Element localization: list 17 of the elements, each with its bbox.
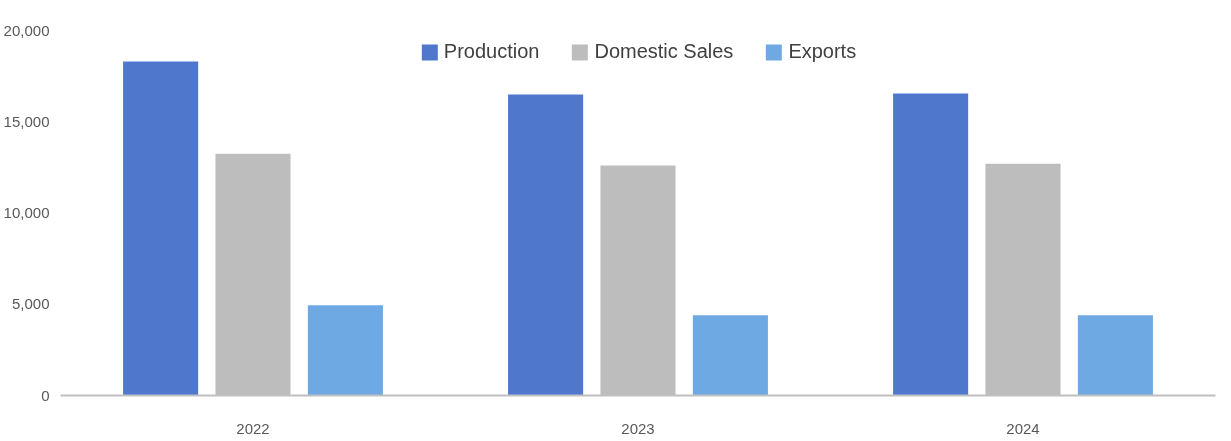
- x-tick-label: 2024: [1006, 419, 1040, 437]
- bar: [508, 94, 584, 396]
- legend-label: Production: [443, 40, 540, 63]
- bar: [893, 93, 969, 396]
- y-tick-label: 10,000: [3, 204, 50, 221]
- bar: [307, 305, 383, 396]
- x-tick-label: 2023: [621, 419, 655, 437]
- y-tick-label: 15,000: [3, 112, 50, 130]
- bar: [1077, 315, 1153, 396]
- bar: [123, 61, 199, 396]
- y-tick-label: 20,000: [3, 21, 50, 39]
- legend-label: Exports: [788, 40, 857, 63]
- y-tick-label: 0: [41, 386, 50, 404]
- bar: [692, 315, 768, 396]
- y-tick-label: 5,000: [11, 295, 50, 313]
- x-tick-label: 2022: [236, 419, 270, 437]
- legend-label: Domestic Sales: [594, 40, 734, 63]
